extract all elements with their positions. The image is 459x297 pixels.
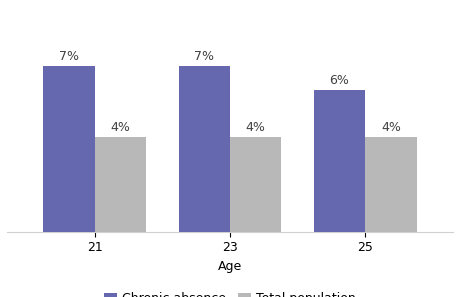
Text: 6%: 6%	[329, 74, 349, 87]
Bar	[95, 137, 146, 232]
Bar	[313, 90, 364, 232]
Text: 4%: 4%	[380, 121, 400, 134]
Bar	[178, 66, 230, 232]
Text: 7%: 7%	[59, 50, 79, 63]
Legend: Chronic absence, Total population: Chronic absence, Total population	[99, 287, 360, 297]
Bar	[43, 66, 95, 232]
Bar	[364, 137, 416, 232]
Text: 4%: 4%	[110, 121, 130, 134]
X-axis label: Age: Age	[218, 260, 241, 273]
Text: 4%: 4%	[245, 121, 265, 134]
Bar	[230, 137, 281, 232]
Text: 7%: 7%	[194, 50, 214, 63]
